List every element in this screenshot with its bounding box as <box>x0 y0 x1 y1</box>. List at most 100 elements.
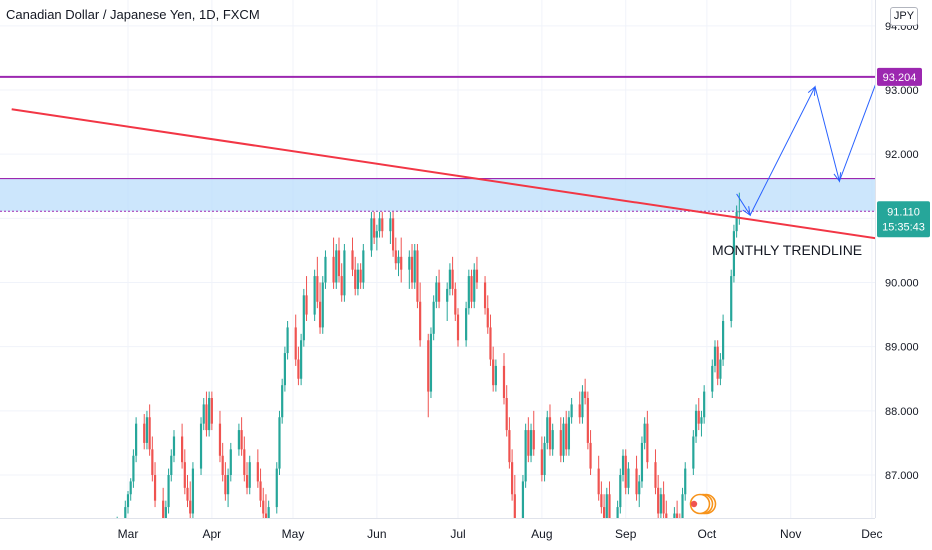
candle[interactable] <box>153 462 157 508</box>
candle[interactable] <box>502 353 506 405</box>
candle[interactable] <box>340 263 343 302</box>
candle[interactable] <box>643 417 646 450</box>
candle[interactable] <box>559 417 562 463</box>
candle[interactable] <box>716 340 719 386</box>
candle[interactable] <box>170 449 173 482</box>
candle[interactable] <box>435 276 438 309</box>
candle[interactable] <box>205 391 208 437</box>
candle[interactable] <box>586 391 589 450</box>
candle[interactable] <box>335 244 338 289</box>
candle[interactable] <box>183 449 186 495</box>
candle[interactable] <box>129 478 132 501</box>
candle[interactable] <box>148 404 151 456</box>
candle[interactable] <box>337 237 341 283</box>
candle[interactable] <box>529 423 533 463</box>
candle[interactable] <box>527 417 530 463</box>
candle[interactable] <box>483 276 487 315</box>
candle[interactable] <box>229 442 232 482</box>
event-marker-icon[interactable] <box>689 493 717 515</box>
candle[interactable] <box>659 487 662 520</box>
candle[interactable] <box>621 449 625 482</box>
candle[interactable] <box>375 224 378 251</box>
candle[interactable] <box>448 263 451 296</box>
candle[interactable] <box>416 244 419 309</box>
candle[interactable] <box>730 269 733 328</box>
candle[interactable] <box>486 295 489 334</box>
candle[interactable] <box>697 398 700 431</box>
candle[interactable] <box>657 475 660 520</box>
candle[interactable] <box>145 410 149 450</box>
candle[interactable] <box>243 436 246 482</box>
candle[interactable] <box>692 430 695 475</box>
candle[interactable] <box>391 211 395 257</box>
candle[interactable] <box>237 423 241 456</box>
candle[interactable] <box>454 282 457 322</box>
candle[interactable] <box>551 423 554 456</box>
candle[interactable] <box>400 237 403 283</box>
candle[interactable] <box>492 346 495 392</box>
candle[interactable] <box>513 475 516 527</box>
candle[interactable] <box>332 237 335 289</box>
candle[interactable] <box>202 398 205 431</box>
candle[interactable] <box>373 211 376 244</box>
candle[interactable] <box>356 263 360 296</box>
candle[interactable] <box>732 224 736 283</box>
candle[interactable] <box>256 449 259 488</box>
candle[interactable] <box>397 250 400 277</box>
candle[interactable] <box>318 282 322 334</box>
candle[interactable] <box>283 346 286 392</box>
candle[interactable] <box>427 333 430 418</box>
candle[interactable] <box>456 308 460 347</box>
candle[interactable] <box>589 430 592 475</box>
candle[interactable] <box>224 462 227 501</box>
candle[interactable] <box>597 455 600 501</box>
candle[interactable] <box>135 417 138 463</box>
candle[interactable] <box>489 314 492 366</box>
candle[interactable] <box>475 256 479 289</box>
monthly-trendline[interactable] <box>11 108 932 250</box>
candle[interactable] <box>351 237 354 277</box>
candle[interactable] <box>302 288 305 347</box>
candle[interactable] <box>259 468 262 508</box>
candle[interactable] <box>262 487 265 520</box>
candle[interactable] <box>735 205 738 238</box>
candle[interactable] <box>354 256 357 296</box>
candle[interactable] <box>567 410 571 456</box>
candle[interactable] <box>540 436 543 482</box>
candle[interactable] <box>151 436 154 482</box>
candle[interactable] <box>281 378 284 424</box>
candle[interactable] <box>437 269 441 309</box>
candle[interactable] <box>470 269 473 309</box>
candle[interactable] <box>494 359 497 392</box>
candle[interactable] <box>389 211 392 244</box>
candle[interactable] <box>684 462 687 501</box>
candle[interactable] <box>562 417 565 463</box>
candle[interactable] <box>286 321 289 360</box>
candle[interactable] <box>343 244 346 302</box>
candle[interactable] <box>627 462 630 495</box>
candle[interactable] <box>300 333 303 386</box>
candle[interactable] <box>700 410 703 437</box>
candle[interactable] <box>413 244 416 289</box>
candle[interactable] <box>640 436 644 488</box>
drawing-overlays[interactable]: MONTHLY TRENDLINE <box>0 27 932 515</box>
candle[interactable] <box>446 282 449 322</box>
candle[interactable] <box>324 250 327 289</box>
candle[interactable] <box>546 410 549 450</box>
candle[interactable] <box>394 237 397 270</box>
candle[interactable] <box>143 414 146 450</box>
candle[interactable] <box>240 417 243 456</box>
candle[interactable] <box>638 475 641 508</box>
candle[interactable] <box>305 276 308 321</box>
candle[interactable] <box>410 244 414 289</box>
candle[interactable] <box>359 263 362 289</box>
candle[interactable] <box>378 211 381 238</box>
candle[interactable] <box>570 398 573 424</box>
candle[interactable] <box>694 404 698 443</box>
candle[interactable] <box>467 269 470 315</box>
candle[interactable] <box>635 455 638 501</box>
candle[interactable] <box>429 327 433 398</box>
candle[interactable] <box>722 314 725 366</box>
candle[interactable] <box>218 410 222 463</box>
